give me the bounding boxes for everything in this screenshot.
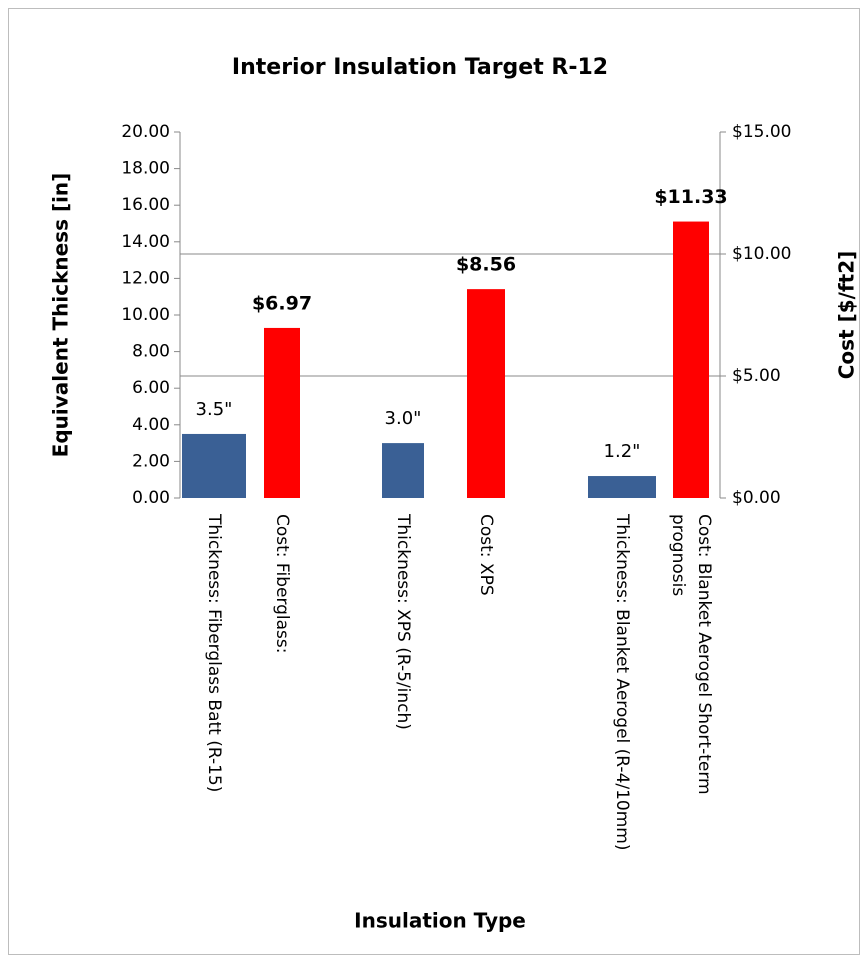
bar — [673, 221, 709, 498]
y-tick-label: 4.00 — [132, 415, 170, 435]
y-tick-label: 10.00 — [121, 305, 170, 325]
data-label: $8.56 — [456, 254, 516, 276]
y-tick-label: 16.00 — [121, 195, 170, 215]
data-label: 3.5" — [196, 399, 233, 420]
y-tick-label: 12.00 — [121, 268, 170, 288]
y-tick-label: 18.00 — [121, 159, 170, 179]
bar — [382, 443, 424, 498]
x-axis-title: Insulation Type — [354, 909, 526, 933]
x-tick-label: Cost: XPS — [476, 514, 496, 596]
data-label: 1.2" — [604, 441, 641, 462]
y-tick-label: 6.00 — [132, 378, 170, 398]
y2-tick-label: $10.00 — [732, 244, 791, 264]
y-axis-title: Equivalent Thickness [in] — [49, 173, 73, 458]
chart-title: Interior Insulation Target R-12 — [232, 55, 608, 80]
bar — [264, 327, 300, 498]
y-tick-label: 8.00 — [132, 342, 170, 362]
y-tick-label: 0.00 — [132, 488, 170, 508]
bar — [182, 433, 246, 498]
bar — [467, 289, 505, 498]
data-label: $6.97 — [252, 292, 312, 314]
x-tick-label: Cost: Fiberglass: — [272, 514, 292, 654]
x-tick-label: Thickness: XPS (R-5/inch) — [393, 514, 413, 730]
y2-tick-label: $15.00 — [732, 122, 791, 142]
x-tick-label: Thickness: Blanket Aerogel (R-4/10mm) — [612, 514, 632, 851]
bar — [588, 476, 656, 498]
y2-tick-label: $0.00 — [732, 488, 781, 508]
y-tick-label: 14.00 — [121, 232, 170, 252]
data-label: 3.0" — [385, 408, 422, 429]
x-tick-label: Cost: Blanket Aerogel Short-term prognos… — [668, 514, 714, 795]
y-tick-label: 2.00 — [132, 451, 170, 471]
y-tick-label: 20.00 — [121, 122, 170, 142]
x-tick-label: Thickness: Fiberglass Batt (R-15) — [204, 514, 224, 793]
y2-axis-title: Cost [$/ft2] — [835, 251, 859, 380]
y2-tick-label: $5.00 — [732, 366, 781, 386]
chart-frame — [8, 8, 860, 955]
data-label: $11.33 — [654, 186, 727, 208]
